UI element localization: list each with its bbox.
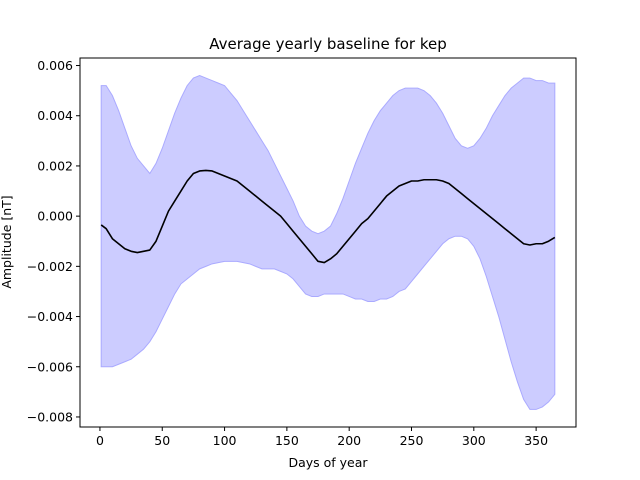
y-tick-label: 0.000 [37,209,73,224]
plot-frame [79,57,577,428]
y-tick-label: −0.002 [27,259,73,274]
x-tick-label: 200 [337,433,361,448]
x-axis: 0 50 100 150 200 250 300 350 [96,427,548,448]
y-tick-label: 0.004 [37,108,73,123]
x-tick-label: 100 [213,433,237,448]
mean-line [100,169,556,264]
chart-title: Average yearly baseline for kep [209,35,447,53]
x-tick-label: 250 [400,433,424,448]
y-tick-label: −0.006 [27,359,73,374]
x-tick-label: 50 [154,433,170,448]
y-axis: −0.008 −0.006 −0.004 −0.002 0.000 0.002 0.004 0… [27,58,80,424]
x-axis-title: Days of year [288,455,368,470]
plot-area [100,75,556,410]
x-tick-label: 0 [96,433,104,448]
std-band [100,75,556,410]
y-tick-label: 0.002 [37,158,73,173]
y-tick-label: −0.004 [27,309,73,324]
x-tick-label: 300 [462,433,486,448]
x-tick-label: 350 [524,433,548,448]
x-tick-label: 150 [275,433,299,448]
y-tick-label: 0.006 [37,58,73,73]
y-tick-label: −0.008 [27,409,73,424]
y-axis-title: Amplitude [nT] [0,195,14,288]
